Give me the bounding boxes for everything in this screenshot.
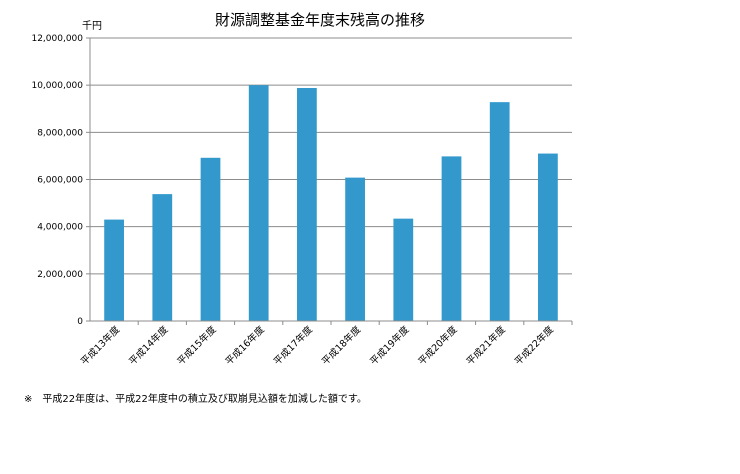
bar xyxy=(538,153,558,321)
y-tick-label: 8,000,000 xyxy=(37,128,83,138)
bar xyxy=(152,194,173,321)
bar xyxy=(104,219,124,321)
x-tick-label: 平成18年度 xyxy=(319,323,363,367)
y-axis-unit-label: 千円 xyxy=(82,21,102,32)
x-tick-label: 平成13年度 xyxy=(78,323,122,367)
bar xyxy=(297,87,317,321)
footnote: ※ 平成22年度は、平成22年度中の積立及び取崩見込額を加減した額です。 xyxy=(24,394,367,405)
bar xyxy=(345,177,365,321)
x-tick-label: 平成20年度 xyxy=(416,323,460,367)
x-tick-label: 平成19年度 xyxy=(368,323,412,367)
y-tick-label: 2,000,000 xyxy=(37,270,83,280)
bar xyxy=(441,156,462,321)
bar xyxy=(248,85,269,322)
y-tick-label: 0 xyxy=(77,317,83,327)
bars xyxy=(104,85,558,322)
y-tick-label: 6,000,000 xyxy=(37,176,83,186)
y-tick-labels: 0 2,000,000 4,000,000 6,000,000 8,000,000 10,… xyxy=(31,34,83,327)
x-tick-label: 平成15年度 xyxy=(175,323,219,367)
y-tick-label: 12,000,000 xyxy=(31,34,83,44)
y-tick-label: 10,000,000 xyxy=(31,81,83,91)
axes xyxy=(86,37,573,325)
chart-title: 財源調整基金年度末残高の推移 xyxy=(214,11,425,29)
x-tick-label: 平成16年度 xyxy=(223,323,267,367)
bar xyxy=(393,218,414,321)
x-tick-labels: 平成13年度 平成14年度 平成15年度 平成16年度 平成17年度 平成18年度 平成19… xyxy=(78,323,556,367)
bar xyxy=(489,102,510,321)
x-tick-label: 平成22年度 xyxy=(512,323,556,367)
x-tick-label: 平成21年度 xyxy=(464,323,508,367)
x-tick-label: 平成17年度 xyxy=(271,323,315,367)
x-tick-label: 平成14年度 xyxy=(127,323,171,367)
bar xyxy=(200,157,221,321)
y-tick-label: 4,000,000 xyxy=(37,223,83,233)
